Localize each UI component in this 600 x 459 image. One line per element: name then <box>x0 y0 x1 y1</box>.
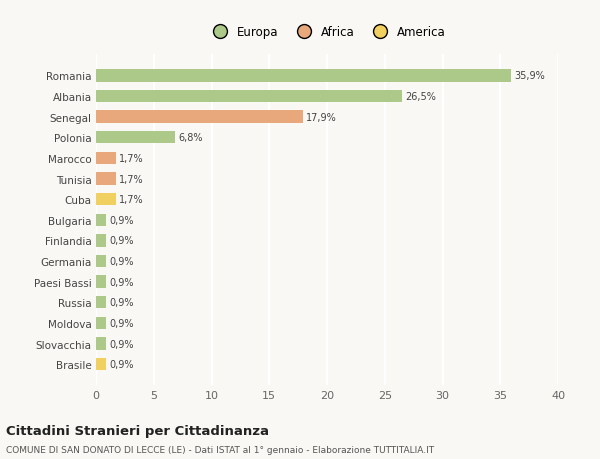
Bar <box>96 111 303 123</box>
Legend: Europa, Africa, America: Europa, Africa, America <box>203 21 451 44</box>
Bar <box>96 152 116 165</box>
Text: 0,9%: 0,9% <box>110 318 134 328</box>
Text: 0,9%: 0,9% <box>110 277 134 287</box>
Text: 1,7%: 1,7% <box>119 154 144 163</box>
Text: 1,7%: 1,7% <box>119 195 144 205</box>
Bar <box>96 338 106 350</box>
Text: Cittadini Stranieri per Cittadinanza: Cittadini Stranieri per Cittadinanza <box>6 425 269 437</box>
Bar <box>96 255 106 268</box>
Text: 1,7%: 1,7% <box>119 174 144 184</box>
Bar <box>96 317 106 330</box>
Text: 0,9%: 0,9% <box>110 297 134 308</box>
Bar <box>96 194 116 206</box>
Text: 0,9%: 0,9% <box>110 236 134 246</box>
Bar <box>96 358 106 370</box>
Text: 0,9%: 0,9% <box>110 215 134 225</box>
Text: 0,9%: 0,9% <box>110 339 134 349</box>
Bar <box>96 235 106 247</box>
Text: 35,9%: 35,9% <box>514 71 545 81</box>
Bar <box>96 297 106 309</box>
Bar <box>96 214 106 226</box>
Text: 26,5%: 26,5% <box>406 92 436 102</box>
Bar <box>96 70 511 83</box>
Text: 17,9%: 17,9% <box>306 112 337 123</box>
Bar <box>96 132 175 144</box>
Text: 6,8%: 6,8% <box>178 133 203 143</box>
Text: COMUNE DI SAN DONATO DI LECCE (LE) - Dati ISTAT al 1° gennaio - Elaborazione TUT: COMUNE DI SAN DONATO DI LECCE (LE) - Dat… <box>6 445 434 454</box>
Bar <box>96 276 106 288</box>
Text: 0,9%: 0,9% <box>110 359 134 369</box>
Bar <box>96 91 402 103</box>
Bar <box>96 173 116 185</box>
Text: 0,9%: 0,9% <box>110 257 134 267</box>
